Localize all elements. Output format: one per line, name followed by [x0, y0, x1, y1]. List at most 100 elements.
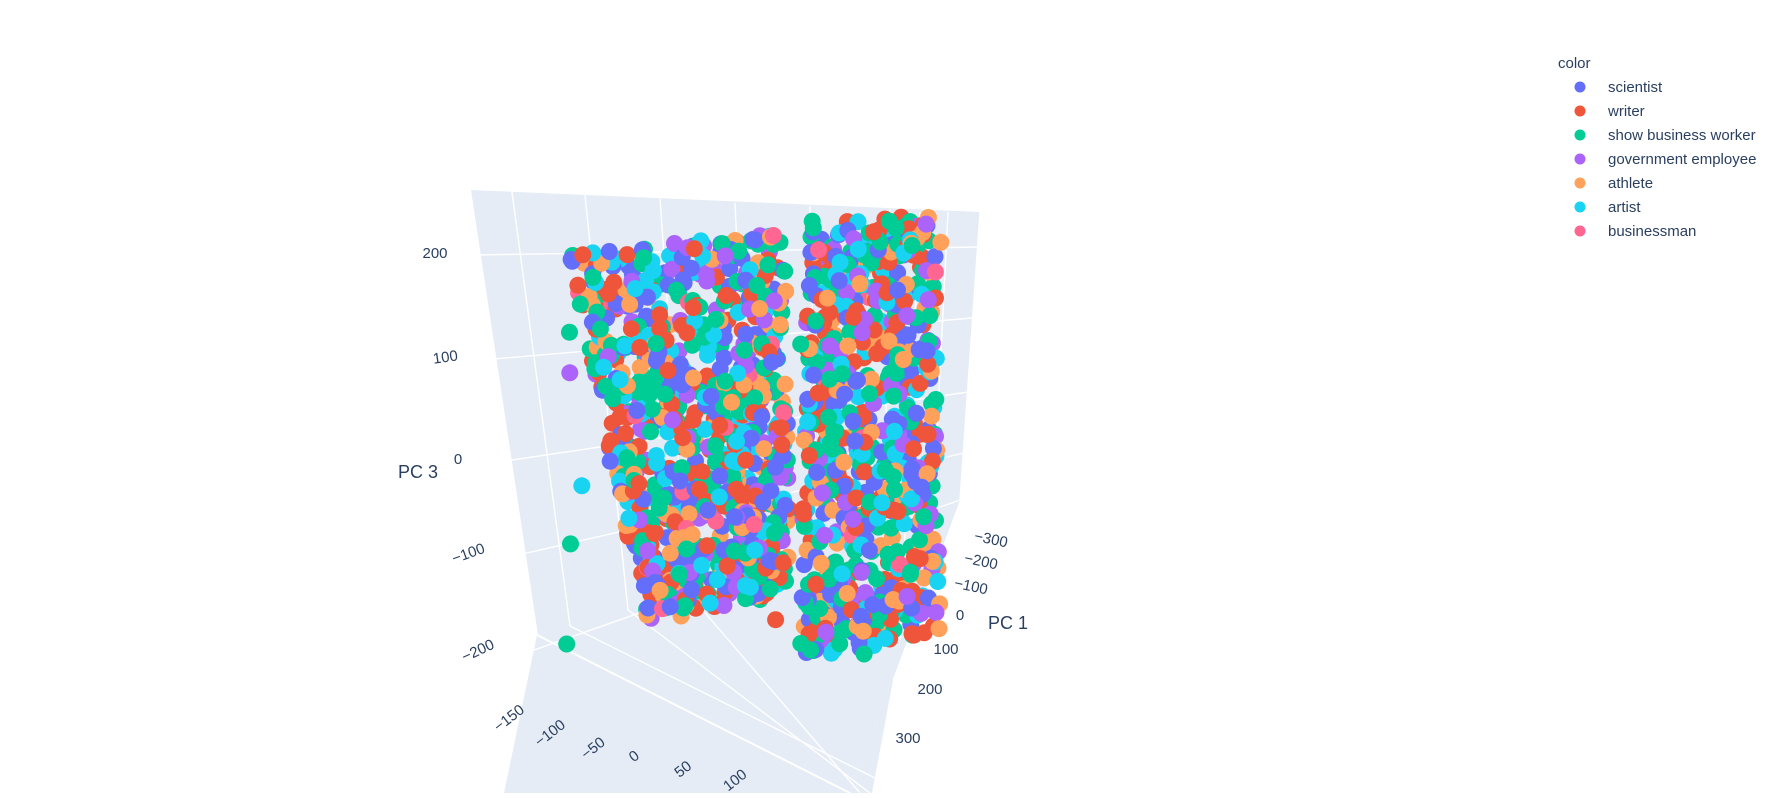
data-point[interactable]	[885, 422, 903, 440]
data-point[interactable]	[651, 320, 669, 337]
data-point[interactable]	[885, 387, 903, 405]
data-point[interactable]	[680, 505, 698, 523]
data-point[interactable]	[915, 569, 933, 587]
data-point[interactable]	[853, 563, 871, 581]
data-point[interactable]	[865, 223, 883, 241]
data-point[interactable]	[639, 599, 657, 617]
data-point[interactable]	[898, 588, 916, 605]
data-point[interactable]	[831, 253, 849, 271]
data-point[interactable]	[735, 341, 753, 359]
data-point[interactable]	[868, 570, 886, 588]
legend-item-show-business-worker[interactable]: show business worker	[1574, 127, 1756, 144]
data-point[interactable]	[761, 580, 779, 598]
data-point[interactable]	[884, 591, 902, 609]
data-point[interactable]	[923, 407, 940, 425]
data-point[interactable]	[698, 272, 716, 290]
data-point[interactable]	[640, 372, 658, 390]
data-point[interactable]	[640, 386, 658, 404]
data-point[interactable]	[605, 273, 623, 291]
data-point[interactable]	[795, 431, 813, 449]
data-point[interactable]	[618, 246, 636, 264]
data-point[interactable]	[820, 570, 838, 588]
data-point[interactable]	[808, 463, 826, 481]
data-point[interactable]	[902, 490, 920, 508]
data-point[interactable]	[918, 342, 936, 360]
data-point[interactable]	[771, 316, 789, 334]
data-point[interactable]	[855, 463, 873, 481]
data-point[interactable]	[767, 458, 784, 476]
data-point[interactable]	[809, 384, 827, 402]
data-point[interactable]	[683, 526, 701, 544]
data-point[interactable]	[664, 439, 681, 457]
data-point[interactable]	[926, 248, 944, 266]
data-point[interactable]	[702, 388, 720, 405]
data-point[interactable]	[670, 565, 688, 583]
data-point[interactable]	[602, 432, 620, 450]
data-point[interactable]	[765, 524, 783, 542]
data-point[interactable]	[663, 260, 681, 278]
data-point[interactable]	[728, 432, 746, 450]
data-point[interactable]	[799, 413, 817, 431]
data-point[interactable]	[600, 243, 618, 260]
data-point[interactable]	[701, 594, 719, 612]
data-point[interactable]	[917, 215, 935, 233]
data-point[interactable]	[927, 391, 945, 408]
data-point[interactable]	[795, 517, 813, 535]
data-point[interactable]	[730, 242, 748, 260]
legend-item-businessman[interactable]: businessman	[1574, 223, 1697, 240]
data-point[interactable]	[802, 641, 820, 659]
data-point[interactable]	[647, 335, 665, 353]
data-point[interactable]	[835, 453, 853, 471]
data-point[interactable]	[759, 256, 777, 274]
data-point[interactable]	[811, 600, 829, 618]
data-point[interactable]	[611, 371, 629, 389]
data-point[interactable]	[848, 371, 866, 389]
data-point[interactable]	[718, 557, 736, 575]
data-point[interactable]	[849, 240, 867, 258]
data-point[interactable]	[833, 365, 851, 383]
data-point[interactable]	[810, 241, 828, 259]
data-point[interactable]	[601, 452, 619, 470]
data-point[interactable]	[724, 467, 742, 485]
data-point[interactable]	[753, 408, 771, 426]
data-point[interactable]	[921, 307, 939, 325]
data-point[interactable]	[905, 440, 922, 458]
data-point[interactable]	[879, 545, 897, 563]
data-point[interactable]	[684, 411, 702, 429]
data-point[interactable]	[774, 554, 792, 572]
data-point[interactable]	[831, 635, 849, 653]
data-point[interactable]	[813, 484, 831, 502]
data-point[interactable]	[763, 353, 780, 371]
data-point[interactable]	[821, 370, 838, 388]
data-point[interactable]	[725, 542, 743, 560]
data-point[interactable]	[817, 623, 835, 641]
data-point[interactable]	[911, 374, 929, 392]
data-point[interactable]	[911, 531, 928, 549]
data-point[interactable]	[635, 249, 653, 267]
data-point[interactable]	[853, 324, 871, 342]
data-point[interactable]	[861, 385, 879, 403]
data-point[interactable]	[861, 493, 879, 511]
data-point[interactable]	[918, 465, 936, 483]
data-point[interactable]	[765, 292, 783, 310]
data-point[interactable]	[723, 393, 740, 411]
data-point[interactable]	[911, 550, 929, 568]
data-point[interactable]	[682, 259, 700, 277]
data-point[interactable]	[574, 246, 592, 264]
data-point[interactable]	[880, 332, 898, 350]
data-point[interactable]	[558, 635, 576, 653]
data-point[interactable]	[803, 212, 821, 230]
data-point[interactable]	[661, 598, 679, 616]
data-point[interactable]	[751, 300, 769, 318]
data-point[interactable]	[573, 477, 591, 495]
data-point[interactable]	[932, 233, 950, 251]
data-point[interactable]	[711, 467, 729, 485]
data-point[interactable]	[724, 452, 742, 470]
data-point[interactable]	[822, 433, 840, 451]
data-point[interactable]	[715, 597, 733, 614]
data-point[interactable]	[664, 411, 681, 429]
data-point[interactable]	[776, 496, 794, 514]
legend-item-writer[interactable]: writer	[1574, 103, 1645, 120]
